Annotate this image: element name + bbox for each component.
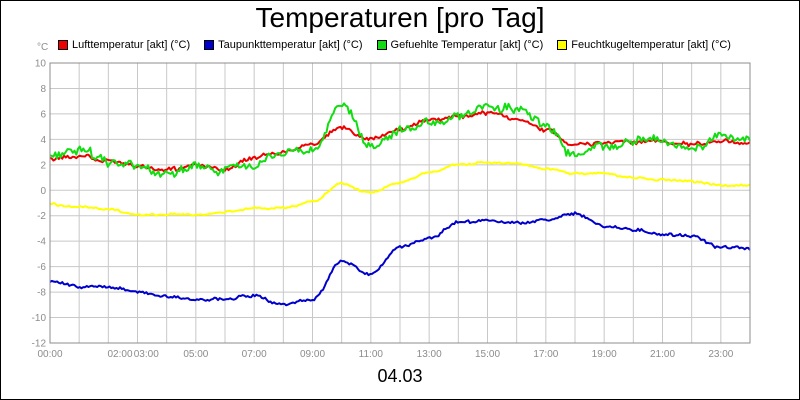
- series-line-3: [49, 102, 751, 178]
- y-tick-label: 8: [40, 84, 46, 95]
- x-tick-label: 11:00: [359, 349, 384, 360]
- y-tick-label: 0: [40, 186, 46, 197]
- x-tick-label: 21:00: [650, 349, 675, 360]
- legend-item-taupunkttemperatur: Taupunkttemperatur [akt] (°C): [204, 39, 363, 51]
- x-tick-label: 00:00: [37, 349, 62, 360]
- y-tick-label: -6: [37, 262, 46, 273]
- x-tick-label: 23:00: [708, 349, 733, 360]
- series-line-2: [49, 211, 751, 307]
- legend-swatch-gefuehlte-temperatur: [376, 40, 387, 50]
- x-tick-label: 15:00: [475, 349, 500, 360]
- x-tick-label: 19:00: [592, 349, 617, 360]
- y-tick-label: 2: [40, 160, 46, 171]
- legend-item-feuchtkugeltemperatur: Feuchtkugeltemperatur [akt] (°C): [557, 39, 731, 51]
- legend-swatch-taupunkttemperatur: [204, 40, 215, 50]
- legend-swatch-lufttemperatur: [58, 40, 68, 50]
- date-label: 04.03: [377, 366, 423, 386]
- x-tick-label: 07:00: [242, 349, 267, 360]
- y-tick-label: -10: [32, 313, 47, 324]
- legend-item-lufttemperatur: Lufttemperatur [akt] (°C): [58, 39, 190, 51]
- chart-title: Temperaturen [pro Tag]: [255, 2, 545, 33]
- y-tick-label: 4: [40, 135, 46, 146]
- y-tick-label: -4: [37, 237, 46, 248]
- legend-swatch-feuchtkugeltemperatur: [557, 40, 568, 50]
- series-line-4: [49, 161, 751, 217]
- x-tick-label: 03:00: [134, 349, 159, 360]
- legend-label-feuchtkugeltemperatur: Feuchtkugeltemperatur [akt] (°C): [571, 39, 731, 51]
- legend-item-gefuehlte-temperatur: Gefuehlte Temperatur [akt] (°C): [376, 39, 544, 51]
- y-tick-label: -8: [37, 288, 46, 299]
- y-tick-label: 6: [40, 109, 46, 120]
- legend-label-taupunkttemperatur: Taupunkttemperatur [akt] (°C): [218, 39, 363, 51]
- x-tick-label: 09:00: [300, 349, 325, 360]
- y-axis-unit: °C: [37, 42, 49, 53]
- y-tick-label: -12: [32, 339, 47, 350]
- y-tick-label: 10: [35, 59, 47, 70]
- x-tick-label: 02:00: [107, 349, 132, 360]
- series-line-1: [49, 110, 751, 173]
- x-tick-label: 17:00: [533, 349, 558, 360]
- x-tick-label: 05:00: [183, 349, 208, 360]
- y-tick-label: -2: [37, 211, 46, 222]
- x-tick-label: 13:00: [417, 349, 442, 360]
- plot-border: [49, 62, 751, 344]
- legend: Lufttemperatur [akt] (°C) Taupunkttemper…: [58, 38, 731, 52]
- legend-label-gefuehlte-temperatur: Gefuehlte Temperatur [akt] (°C): [390, 39, 544, 51]
- legend-label-lufttemperatur: Lufttemperatur [akt] (°C): [72, 39, 191, 51]
